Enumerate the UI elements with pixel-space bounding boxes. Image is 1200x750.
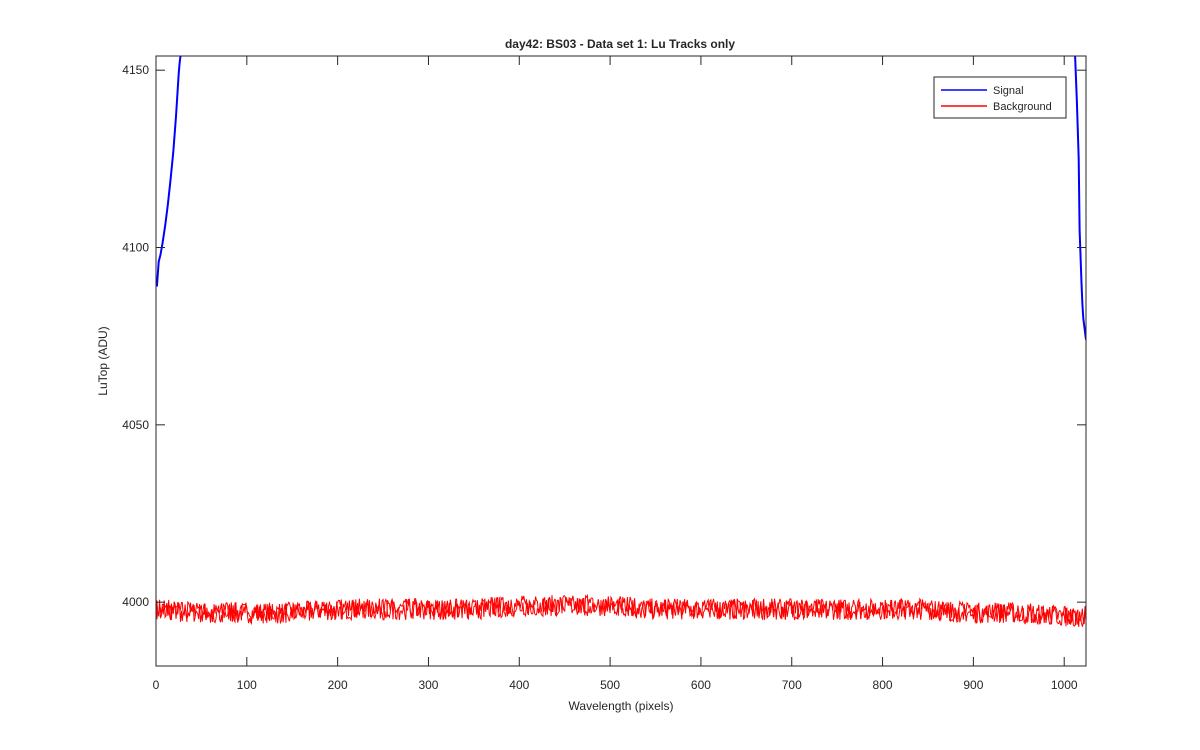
legend-box	[933, 76, 1067, 119]
x-axis-label: Wavelength (pixels)	[569, 699, 674, 713]
x-tick-label: 100	[237, 678, 257, 692]
axis-ticks: 0 100 200 300 400 500 600 700 800 900 1000 4000 4050…	[122, 56, 1086, 692]
plot-area	[156, 56, 1086, 628]
x-tick-label: 0	[153, 678, 160, 692]
y-tick-label: 4050	[122, 418, 149, 432]
legend-label-signal: Signal	[993, 85, 1024, 97]
series-line-background	[156, 595, 1086, 628]
x-tick-label: 400	[509, 678, 529, 692]
chart-title: day42: BS03 - Data set 1: Lu Tracks only	[505, 37, 735, 51]
x-tick-label: 300	[418, 678, 438, 692]
series-line-signal-1	[1074, 56, 1086, 340]
y-tick-label: 4150	[122, 63, 149, 77]
x-tick-label: 500	[600, 678, 620, 692]
legend-label-background: Background	[993, 101, 1052, 113]
series-line-signal-0	[156, 56, 182, 287]
axes-box	[155, 55, 1087, 667]
y-axis-label: LuTop (ADU)	[96, 326, 110, 395]
x-tick-label: 200	[328, 678, 348, 692]
legend: Signal Background	[933, 76, 1067, 119]
x-tick-label: 900	[963, 678, 983, 692]
x-tick-label: 700	[782, 678, 802, 692]
x-tick-label: 1000	[1051, 678, 1078, 692]
series-line-background	[156, 593, 1086, 627]
y-tick-label: 4000	[122, 595, 149, 609]
x-tick-label: 800	[873, 678, 893, 692]
y-tick-label: 4100	[122, 241, 149, 255]
x-tick-label: 600	[691, 678, 711, 692]
